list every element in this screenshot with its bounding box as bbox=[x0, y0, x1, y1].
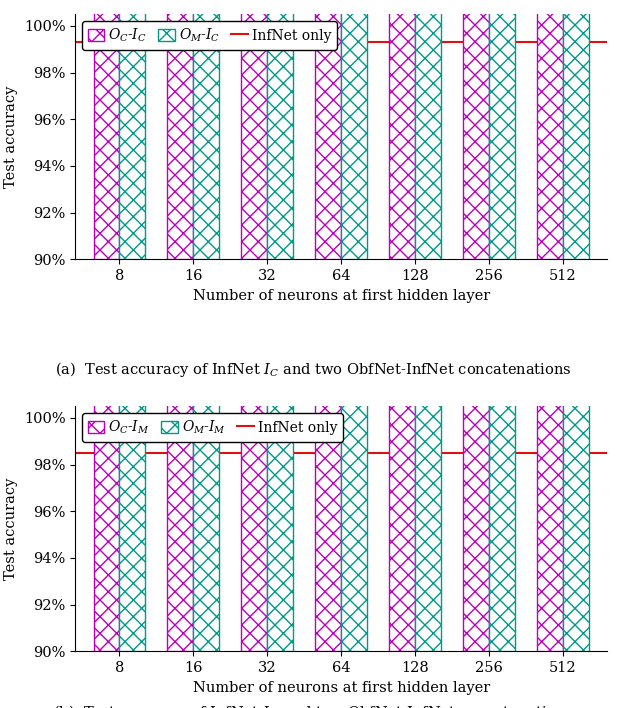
X-axis label: Number of neurons at first hidden layer: Number of neurons at first hidden layer bbox=[193, 289, 490, 302]
Bar bbox=[168, 0, 193, 651]
Bar bbox=[316, 0, 341, 259]
Bar bbox=[489, 0, 515, 259]
Bar bbox=[563, 0, 588, 259]
X-axis label: Number of neurons at first hidden layer: Number of neurons at first hidden layer bbox=[193, 680, 490, 695]
Bar bbox=[389, 0, 415, 259]
Bar bbox=[341, 0, 367, 259]
Bar bbox=[193, 0, 219, 259]
Bar bbox=[193, 0, 219, 651]
Legend: $O_C$-$I_M$, $O_M$-$I_M$, InfNet only: $O_C$-$I_M$, $O_M$-$I_M$, InfNet only bbox=[82, 413, 343, 442]
Bar bbox=[316, 0, 341, 651]
Bar bbox=[94, 0, 120, 259]
Bar bbox=[463, 0, 489, 651]
Bar bbox=[267, 0, 293, 651]
Bar bbox=[563, 0, 588, 651]
Bar bbox=[94, 0, 120, 651]
Bar bbox=[120, 0, 145, 259]
Bar bbox=[389, 0, 415, 651]
Bar bbox=[489, 0, 515, 651]
Bar bbox=[537, 0, 563, 651]
Legend: $O_C$-$I_C$, $O_M$-$I_C$, InfNet only: $O_C$-$I_C$, $O_M$-$I_C$, InfNet only bbox=[82, 21, 337, 50]
Bar bbox=[463, 0, 489, 259]
Bar bbox=[267, 0, 293, 259]
Bar bbox=[120, 0, 145, 651]
Bar bbox=[242, 0, 267, 651]
Bar bbox=[341, 0, 367, 651]
Y-axis label: Test accuracy: Test accuracy bbox=[4, 478, 18, 580]
Text: (b)  Test accuracy of InfNet $I_M$ and two ObfNet-InfNet concatenations: (b) Test accuracy of InfNet $I_M$ and tw… bbox=[53, 703, 573, 708]
Bar bbox=[415, 0, 441, 651]
Bar bbox=[242, 0, 267, 259]
Bar bbox=[168, 0, 193, 259]
Bar bbox=[415, 0, 441, 259]
Y-axis label: Test accuracy: Test accuracy bbox=[4, 86, 18, 188]
Text: (a)  Test accuracy of InfNet $I_C$ and two ObfNet-InfNet concatenations: (a) Test accuracy of InfNet $I_C$ and tw… bbox=[54, 360, 572, 379]
Bar bbox=[537, 0, 563, 259]
